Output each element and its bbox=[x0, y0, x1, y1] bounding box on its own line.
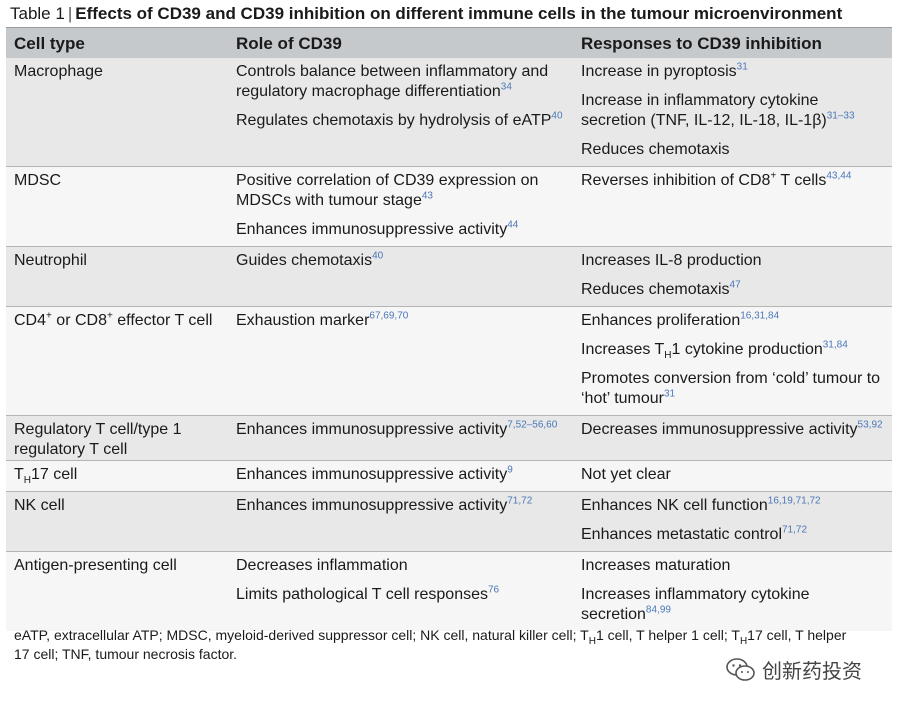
role-entry: Controls balance between inflammatory an… bbox=[236, 63, 549, 100]
cell-type-label: NK cell bbox=[14, 497, 65, 514]
response-entry: Increases inflammatory cytokine secretio… bbox=[581, 586, 810, 623]
role-entry: Guides chemotaxis40 bbox=[236, 250, 384, 269]
cell-type: Antigen-presenting cell bbox=[6, 551, 228, 631]
citation-ref[interactable]: 71,72 bbox=[782, 524, 808, 536]
role-cell: Decreases inflammation Limits pathologic… bbox=[228, 551, 573, 631]
citation-ref[interactable]: 7,52–56,60 bbox=[507, 419, 558, 431]
citation-ref[interactable]: 84,99 bbox=[645, 604, 671, 616]
table-row: Antigen-presenting cell Decreases inflam… bbox=[6, 551, 892, 631]
table-title: Effects of CD39 and CD39 inhibition on d… bbox=[75, 4, 843, 23]
response-cell: Increase in pyroptosis31 Increase in inf… bbox=[573, 58, 892, 167]
citation-ref[interactable]: 53,92 bbox=[857, 419, 883, 431]
role-entry: Decreases inflammation bbox=[236, 557, 408, 574]
response-entry: Increases IL-8 production bbox=[581, 252, 762, 269]
citation-ref[interactable]: 71,72 bbox=[507, 495, 533, 507]
citation-ref[interactable]: 9 bbox=[507, 464, 513, 476]
role-cell: Controls balance between inflammatory an… bbox=[228, 58, 573, 167]
citation-ref[interactable]: 40 bbox=[551, 110, 563, 122]
response-entry: Increases maturation bbox=[581, 557, 731, 574]
cell-type-label: MDSC bbox=[14, 172, 62, 189]
wechat-icon bbox=[726, 657, 756, 683]
role-entry: Enhances immunosuppressive activity44 bbox=[236, 219, 519, 238]
response-entry: Enhances proliferation16,31,84 bbox=[581, 310, 780, 329]
citation-ref[interactable]: 16,19,71,72 bbox=[767, 495, 821, 507]
role-cell: Enhances immunosuppressive activity7,52–… bbox=[228, 415, 573, 461]
response-entry: Reduces chemotaxis bbox=[581, 141, 730, 158]
cell-type: MDSC bbox=[6, 166, 228, 247]
response-entry: Reduces chemotaxis47 bbox=[581, 279, 741, 298]
response-cell: Not yet clear bbox=[573, 460, 892, 492]
table-row: Neutrophil Guides chemotaxis40 Increases… bbox=[6, 246, 892, 307]
cell-type: TH17 cell bbox=[6, 460, 228, 492]
response-cell: Reverses inhibition of CD8+ T cells43,44 bbox=[573, 166, 892, 247]
response-entry: Promotes conversion from ‘cold’ tumour t… bbox=[581, 370, 881, 407]
watermark: 创新药投资 bbox=[726, 655, 862, 684]
header-cell-type: Cell type bbox=[6, 28, 228, 58]
table-row: NK cell Enhances immunosuppressive activ… bbox=[6, 491, 892, 552]
table-row: Macrophage Controls balance between infl… bbox=[6, 58, 892, 167]
table-row: MDSC Positive correlation of CD39 expres… bbox=[6, 166, 892, 247]
cell-type: Neutrophil bbox=[6, 246, 228, 307]
header-role-of-cd39: Role of CD39 bbox=[228, 28, 573, 58]
citation-ref[interactable]: 16,31,84 bbox=[740, 310, 780, 322]
cell-type: CD4+ or CD8+ effector T cell bbox=[6, 306, 228, 416]
table-row: Regulatory T cell/type 1 regulatory T ce… bbox=[6, 415, 892, 461]
response-cell: Increases IL-8 production Reduces chemot… bbox=[573, 246, 892, 307]
table-header-row: Cell type Role of CD39 Responses to CD39… bbox=[6, 28, 892, 58]
citation-ref[interactable]: 31,84 bbox=[822, 339, 848, 351]
citation-ref[interactable]: 31 bbox=[664, 388, 676, 400]
citation-ref[interactable]: 31 bbox=[736, 61, 748, 73]
role-entry: Enhances immunosuppressive activity71,72 bbox=[236, 495, 533, 514]
response-cell: Enhances NK cell function16,19,71,72 Enh… bbox=[573, 491, 892, 552]
citation-ref[interactable]: 47 bbox=[729, 279, 741, 291]
role-cell: Guides chemotaxis40 bbox=[228, 246, 573, 307]
caption-separator: | bbox=[67, 4, 73, 23]
response-entry: Increases TH1 cytokine production31,84 bbox=[581, 339, 848, 362]
response-cell: Enhances proliferation16,31,84 Increases… bbox=[573, 306, 892, 416]
response-entry: Enhances metastatic control71,72 bbox=[581, 524, 808, 543]
cell-type-label: Neutrophil bbox=[14, 252, 87, 269]
citation-ref[interactable]: 31–33 bbox=[826, 110, 855, 122]
cell-type: NK cell bbox=[6, 491, 228, 552]
citation-ref[interactable]: 43 bbox=[421, 190, 433, 202]
role-cell: Enhances immunosuppressive activity9 bbox=[228, 460, 573, 492]
cell-type-label: Macrophage bbox=[14, 63, 103, 80]
citation-ref[interactable]: 34 bbox=[500, 81, 512, 93]
role-entry: Enhances immunosuppressive activity7,52–… bbox=[236, 419, 558, 438]
response-entry: Increase in pyroptosis31 bbox=[581, 61, 748, 80]
table-row: TH17 cell Enhances immunosuppressive act… bbox=[6, 460, 892, 492]
role-entry: Exhaustion marker67,69,70 bbox=[236, 310, 409, 329]
watermark-text: 创新药投资 bbox=[762, 661, 862, 683]
citation-ref[interactable]: 43,44 bbox=[826, 170, 852, 182]
response-entry: Decreases immunosuppressive activity53,9… bbox=[581, 419, 883, 438]
response-entry: Increase in inflammatory cytokine secret… bbox=[581, 92, 855, 129]
role-entry: Regulates chemotaxis by hydrolysis of eA… bbox=[236, 110, 563, 129]
citation-ref[interactable]: 67,69,70 bbox=[369, 310, 409, 322]
role-cell: Enhances immunosuppressive activity71,72 bbox=[228, 491, 573, 552]
response-entry: Enhances NK cell function16,19,71,72 bbox=[581, 495, 821, 514]
response-cell: Decreases immunosuppressive activity53,9… bbox=[573, 415, 892, 461]
caption-rule bbox=[6, 27, 892, 28]
table-caption: Table 1 | Effects of CD39 and CD39 inhibit… bbox=[10, 4, 842, 24]
role-entry: Enhances immunosuppressive activity9 bbox=[236, 464, 513, 483]
role-cell: Positive correlation of CD39 expression … bbox=[228, 166, 573, 247]
cd39-effects-table: Cell type Role of CD39 Responses to CD39… bbox=[6, 28, 892, 631]
role-cell: Exhaustion marker67,69,70 bbox=[228, 306, 573, 416]
response-entry: Reverses inhibition of CD8+ T cells43,44 bbox=[581, 170, 852, 189]
role-entry: Limits pathological T cell responses76 bbox=[236, 584, 500, 603]
table-label: Table 1 bbox=[10, 4, 65, 23]
response-cell: Increases maturation Increases inflammat… bbox=[573, 551, 892, 631]
cell-type-label: Regulatory T cell/type 1 regulatory T ce… bbox=[14, 421, 182, 458]
response-entry: Not yet clear bbox=[581, 466, 671, 483]
table-footnote: eATP, extracellular ATP; MDSC, myeloid-d… bbox=[14, 627, 847, 662]
cell-type-label: Antigen-presenting cell bbox=[14, 557, 177, 574]
role-entry: Positive correlation of CD39 expression … bbox=[236, 172, 539, 209]
citation-ref[interactable]: 44 bbox=[507, 219, 519, 231]
header-responses-to-inhibition: Responses to CD39 inhibition bbox=[573, 28, 892, 58]
citation-ref[interactable]: 76 bbox=[487, 584, 500, 596]
table-row: CD4+ or CD8+ effector T cell Exhaustion … bbox=[6, 306, 892, 416]
cell-type: Regulatory T cell/type 1 regulatory T ce… bbox=[6, 415, 228, 461]
citation-ref[interactable]: 40 bbox=[372, 250, 384, 262]
cell-type: Macrophage bbox=[6, 58, 228, 167]
